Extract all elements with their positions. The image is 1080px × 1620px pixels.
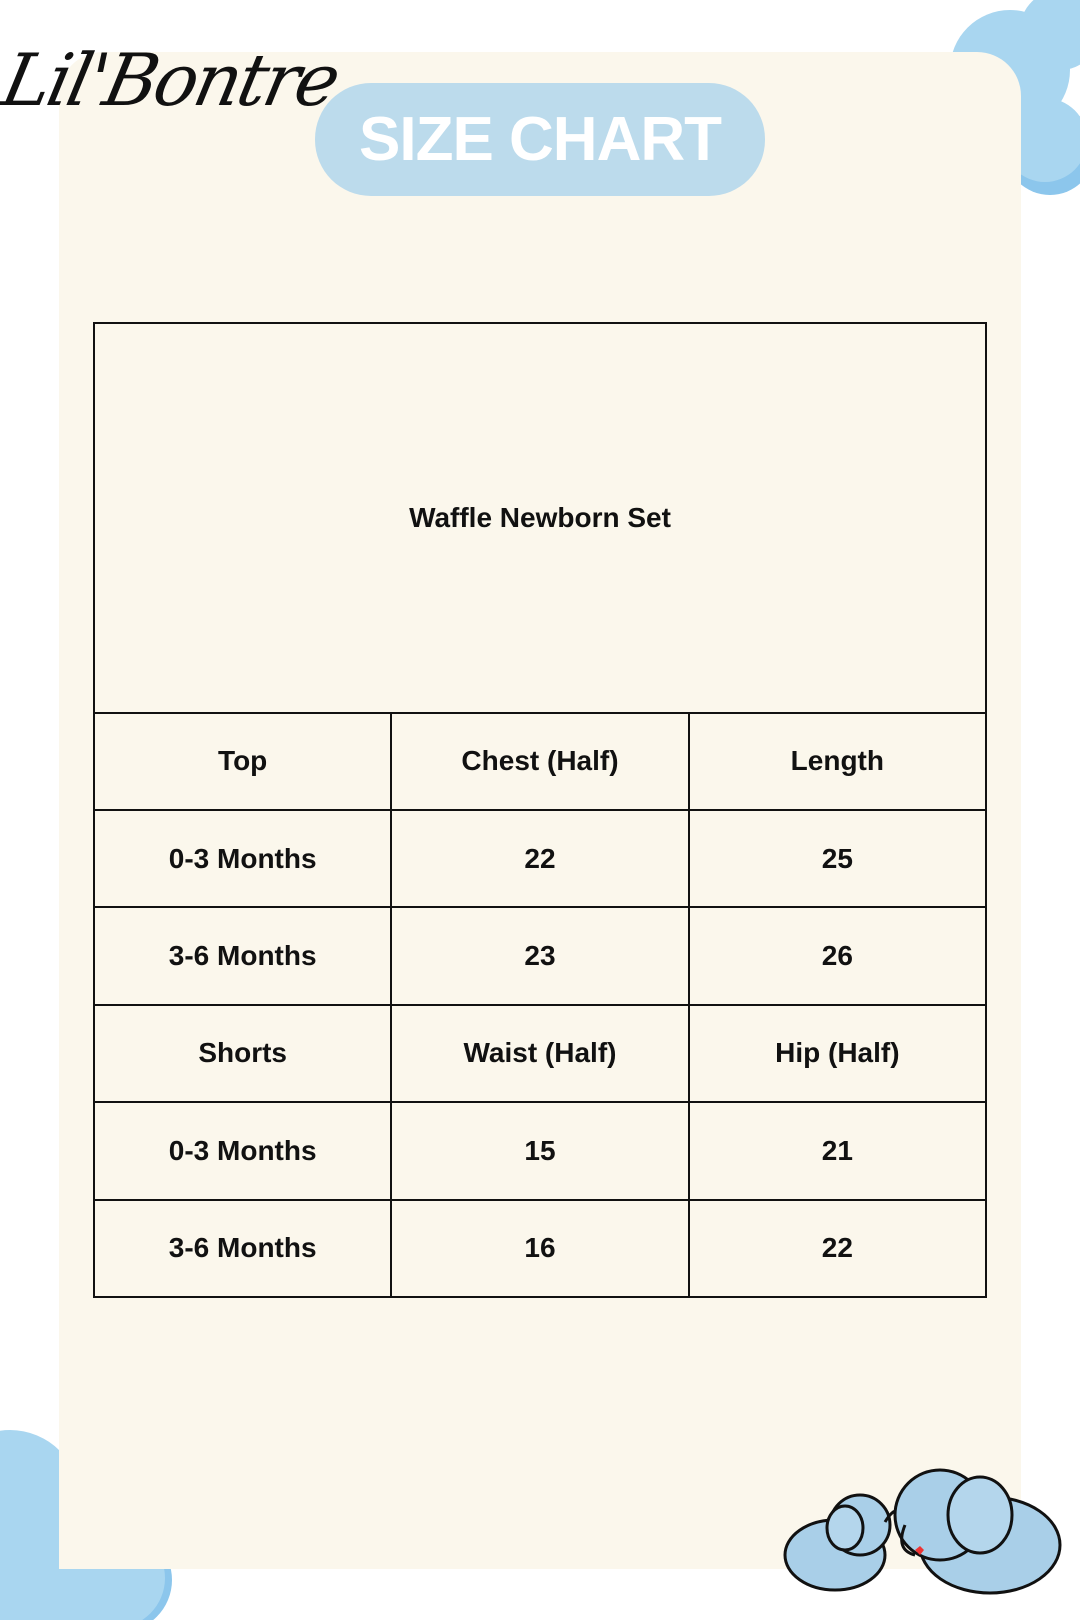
table-row: 3-6 Months 16 22 — [92, 1198, 988, 1299]
table-cell: 15 — [390, 1101, 690, 1201]
table-row: 3-6 Months 23 26 — [92, 906, 988, 1006]
table-cell: Waist (Half) — [390, 1003, 690, 1104]
table-cell: Shorts — [92, 1003, 393, 1104]
brand-logo: Lil'Bontre — [0, 38, 346, 122]
size-table: Waffle Newborn Set Top Chest (Half) Length… — [92, 322, 988, 1299]
table-cell: 3-6 Months — [92, 906, 393, 1006]
table-cell: 16 — [390, 1198, 690, 1299]
elephants-illustration — [783, 1468, 1062, 1595]
table-row: 0-3 Months 22 25 — [92, 808, 988, 909]
table-cell: 23 — [390, 906, 690, 1006]
table-cell: 25 — [687, 808, 988, 909]
table-cell: Top — [92, 711, 393, 811]
table-title: Waffle Newborn Set — [93, 322, 987, 714]
table-cell: Hip (Half) — [687, 1003, 988, 1104]
table-row: Top Chest (Half) Length — [92, 711, 988, 811]
table-cell: Chest (Half) — [390, 711, 690, 811]
table-cell: 22 — [687, 1198, 988, 1299]
table-cell: 0-3 Months — [92, 1101, 393, 1201]
table-row: Shorts Waist (Half) Hip (Half) — [92, 1003, 988, 1104]
table-cell: 22 — [390, 808, 690, 909]
table-row: 0-3 Months 15 21 — [92, 1101, 988, 1201]
table-cell: 26 — [687, 906, 988, 1006]
table-cell: 3-6 Months — [92, 1198, 393, 1299]
table-cell: 21 — [687, 1101, 988, 1201]
table-cell: Length — [687, 711, 988, 811]
page-title: SIZE CHART — [315, 83, 765, 196]
table-cell: 0-3 Months — [92, 808, 393, 909]
